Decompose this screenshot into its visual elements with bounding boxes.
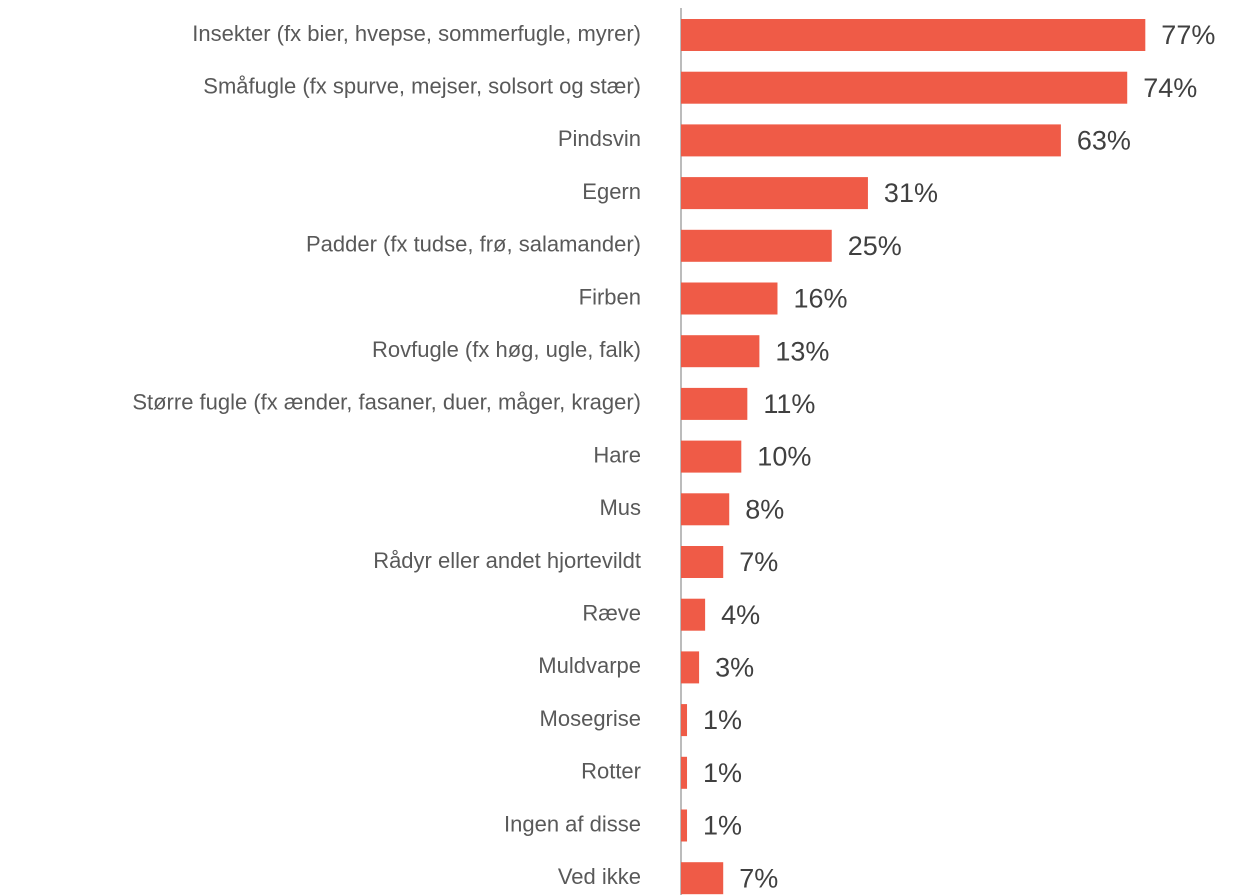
category-label: Småfugle (fx spurve, mejser, solsort og … <box>203 74 641 99</box>
value-label: 7% <box>739 863 778 893</box>
value-label: 77% <box>1161 20 1215 50</box>
bar <box>681 651 700 684</box>
bar <box>681 809 688 842</box>
bar <box>681 756 688 789</box>
category-label: Firben <box>579 284 641 309</box>
value-label: 8% <box>745 494 784 524</box>
value-label: 1% <box>703 705 742 735</box>
bar <box>681 335 760 368</box>
category-label: Muldvarpe <box>538 653 641 678</box>
bar <box>681 19 1146 51</box>
value-label: 63% <box>1077 126 1131 156</box>
category-label: Insekter (fx bier, hvepse, sommerfugle, … <box>192 21 641 46</box>
bar <box>681 282 778 315</box>
value-label: 31% <box>884 178 938 208</box>
bar <box>681 598 706 631</box>
bar <box>681 704 688 737</box>
category-label: Mus <box>599 495 641 520</box>
value-label: 7% <box>739 547 778 577</box>
bar <box>681 387 748 420</box>
value-label: 4% <box>721 600 760 630</box>
category-label: Pindsvin <box>558 126 641 151</box>
bar <box>681 493 730 526</box>
value-label: 1% <box>703 758 742 788</box>
bar <box>681 177 868 210</box>
bar <box>681 124 1061 157</box>
category-label: Mosegrise <box>540 706 641 731</box>
value-label: 1% <box>703 811 742 841</box>
category-label: Ingen af disse <box>504 811 641 836</box>
bar <box>681 862 724 895</box>
value-label: 16% <box>793 284 847 314</box>
category-label: Ved ikke <box>558 864 641 889</box>
bar <box>681 440 742 473</box>
category-label: Større fugle (fx ænder, fasaner, duer, m… <box>132 390 641 415</box>
category-label: Rovfugle (fx høg, ugle, falk) <box>372 337 641 362</box>
value-label: 25% <box>848 231 902 261</box>
category-label: Ræve <box>582 601 641 626</box>
value-label: 11% <box>763 389 815 419</box>
value-label: 10% <box>757 442 811 472</box>
category-label: Rotter <box>581 759 641 784</box>
category-label: Rådyr eller andet hjortevildt <box>373 548 641 573</box>
bar <box>681 71 1128 104</box>
value-label: 3% <box>715 653 754 683</box>
category-label: Hare <box>593 442 641 467</box>
value-label: 13% <box>775 336 829 366</box>
value-label: 74% <box>1143 73 1197 103</box>
category-label: Egern <box>582 179 641 204</box>
category-label: Padder (fx tudse, frø, salamander) <box>306 232 641 257</box>
bar <box>681 546 724 578</box>
bar <box>681 229 832 262</box>
